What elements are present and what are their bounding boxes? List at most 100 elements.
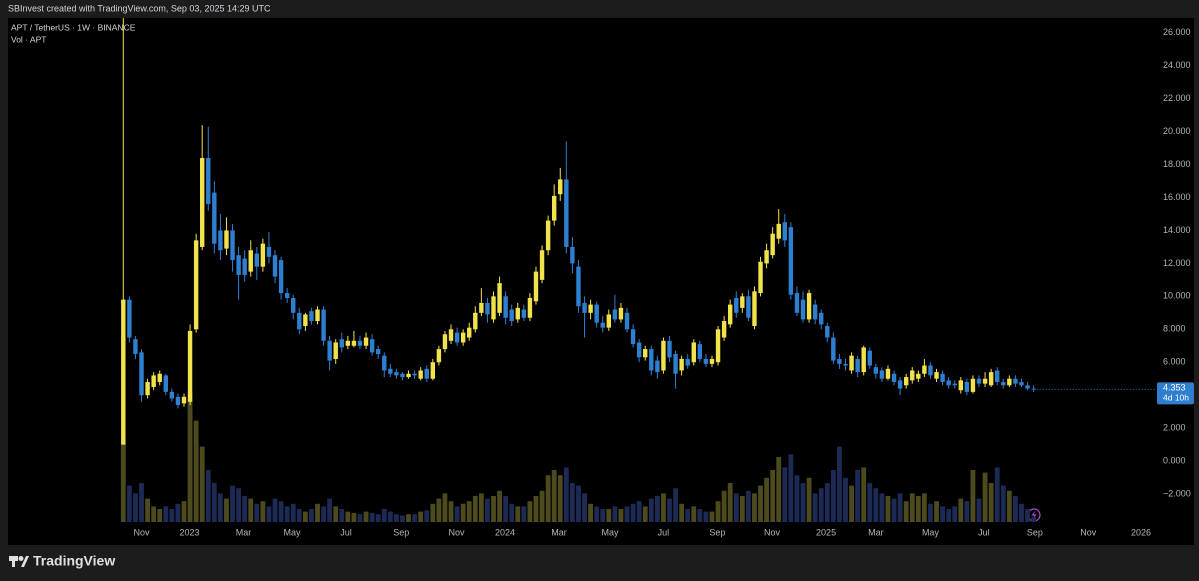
volume-bar: [321, 506, 326, 522]
volume-bar: [988, 483, 994, 522]
volume-bar: [557, 475, 563, 522]
volume-bar: [788, 454, 794, 522]
volume-bar: [145, 498, 150, 522]
x-tick-label: May: [602, 527, 620, 537]
volume-bar: [818, 488, 824, 522]
candle-body: [636, 342, 642, 358]
volume-bar: [600, 509, 606, 522]
volume-bar: [727, 483, 733, 522]
candles: [121, 18, 1036, 445]
candle-body: [369, 339, 375, 353]
y-tick-label: 2.000: [1163, 422, 1186, 432]
candle-body: [485, 302, 490, 315]
volume-bar: [302, 511, 308, 522]
volume-bar: [503, 496, 509, 522]
volume-bar: [509, 503, 515, 522]
volume-bar: [648, 498, 654, 522]
candle-body: [200, 158, 205, 247]
candle-body: [412, 373, 417, 376]
volume-bar: [582, 493, 587, 522]
volume-bar: [211, 483, 217, 522]
candle-body: [873, 367, 879, 374]
candle-body: [248, 250, 253, 272]
volume-bar: [921, 493, 927, 522]
candle-body: [691, 342, 696, 363]
candle-body: [163, 375, 168, 392]
volume-bar: [952, 506, 958, 522]
y-tick-label: 14.000: [1163, 225, 1191, 235]
volume-bar: [133, 493, 138, 522]
volume-bar: [400, 515, 405, 522]
volume-bar: [551, 470, 557, 522]
volume-bar: [770, 470, 776, 522]
volume-bar: [1013, 496, 1018, 522]
volume-bar: [970, 470, 976, 522]
candle-body: [1031, 388, 1036, 390]
volume-bar: [375, 514, 381, 522]
y-tick-label: 16.000: [1163, 192, 1191, 202]
volume-bar: [339, 509, 345, 522]
candle-body: [806, 293, 812, 320]
volume-bar: [533, 496, 539, 522]
candle-body: [734, 298, 739, 313]
candle-body: [643, 349, 648, 358]
candle-body: [891, 373, 897, 382]
candle-body: [363, 337, 369, 346]
volume-bar: [460, 503, 466, 522]
candle-body: [157, 373, 162, 382]
volume-bar: [466, 501, 472, 522]
volume-bar: [1006, 490, 1012, 522]
volume-bar: [151, 506, 157, 522]
volume-bar: [1000, 485, 1006, 522]
candle-body: [558, 179, 563, 195]
chart-title: APT / TetherUS · 1W · BINANCE: [11, 22, 136, 32]
x-tick-label: Sep: [709, 527, 725, 537]
volume-bar: [630, 503, 636, 522]
volume-bar: [782, 467, 788, 522]
volume-bar: [940, 506, 945, 522]
countdown-label: 4d 10h: [1163, 393, 1189, 403]
candle-body: [995, 370, 1000, 382]
volume-bar: [806, 477, 812, 522]
volume-bar: [934, 501, 939, 522]
candle-body: [521, 309, 527, 318]
candle-body: [236, 255, 241, 275]
candle-body: [703, 358, 709, 364]
header: SBInvest created with TradingView.com, S…: [8, 3, 271, 13]
candle-body: [649, 349, 654, 371]
volume-bar: [824, 483, 830, 522]
candle-body: [618, 307, 624, 320]
candle-body: [351, 340, 357, 346]
volume-bar: [982, 472, 988, 522]
volume-bar: [958, 498, 964, 522]
x-tick-label: Nov: [764, 527, 781, 537]
candle-body: [309, 311, 314, 322]
volume-bar: [861, 467, 867, 522]
volume-bar: [849, 485, 854, 522]
candle-body: [1007, 378, 1012, 386]
candle-body: [218, 230, 223, 251]
candle-body: [564, 179, 569, 247]
candle-body: [594, 304, 599, 323]
candle-body: [442, 334, 448, 350]
volume-bar: [224, 498, 229, 522]
x-tick-label: Jul: [658, 527, 670, 537]
y-tick-label: 20.000: [1163, 126, 1191, 136]
volume-bar: [618, 509, 624, 522]
candle-body: [121, 299, 126, 445]
candle-body: [970, 378, 976, 392]
volume-bar: [588, 503, 594, 522]
candle-body: [400, 373, 405, 378]
volume-bar: [472, 496, 478, 522]
candle-body: [127, 299, 132, 338]
x-tick-label: Mar: [868, 527, 884, 537]
candle-body: [667, 340, 672, 358]
volume-bar: [363, 511, 369, 522]
candle-body: [843, 363, 848, 366]
volume-bar: [412, 514, 418, 522]
volume-bar: [752, 493, 757, 522]
volume-bar: [709, 511, 715, 522]
candle-body: [964, 382, 970, 392]
candle-body: [570, 246, 575, 264]
y-tick-label: 8.000: [1163, 324, 1186, 334]
